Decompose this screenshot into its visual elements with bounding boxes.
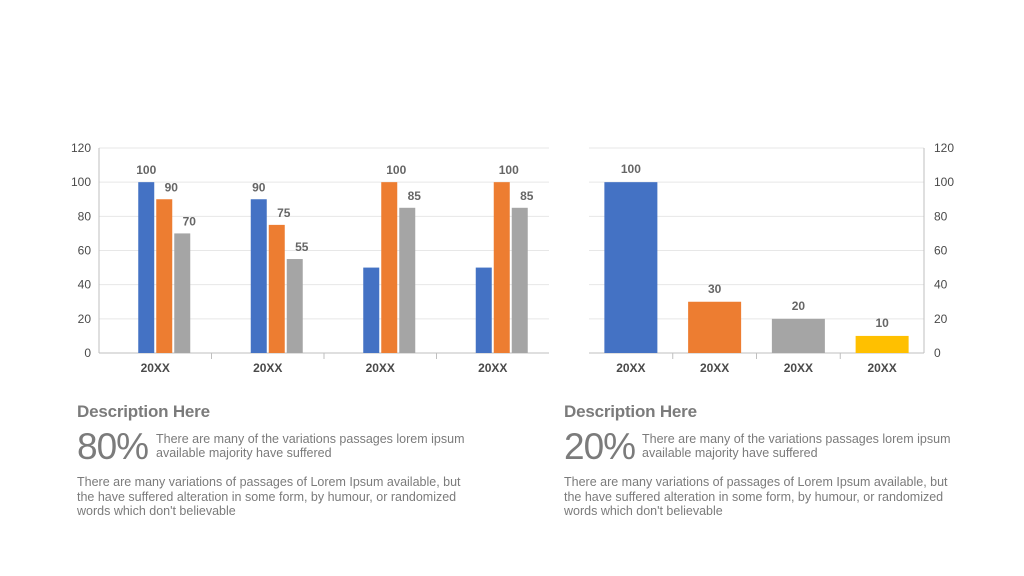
x-category-label: 20XX [784, 361, 813, 375]
bar [138, 182, 155, 353]
data-label: 100 [136, 163, 156, 177]
y-tick-label: 80 [934, 209, 948, 223]
y-tick-label: 60 [78, 244, 92, 258]
y-tick-label: 80 [78, 209, 92, 223]
bar [268, 224, 285, 353]
bar [604, 182, 658, 353]
y-tick-label: 60 [934, 244, 948, 258]
x-category-label: 20XX [141, 361, 170, 375]
bar [511, 207, 528, 353]
y-tick-label: 20 [934, 312, 948, 326]
right-percent-value: 20% [564, 426, 636, 467]
bar [174, 233, 191, 353]
x-category-label: 20XX [867, 361, 896, 375]
data-label: 90 [165, 180, 179, 194]
y-tick-label: 40 [78, 278, 92, 292]
bar [381, 182, 398, 353]
bar [156, 199, 173, 353]
y-tick-label: 40 [934, 278, 948, 292]
data-label: 85 [408, 189, 422, 203]
y-tick-label: 100 [934, 175, 954, 189]
data-label: 30 [708, 282, 722, 296]
right-percent-text: There are many of the variations passage… [642, 432, 951, 460]
data-label: 90 [252, 180, 266, 194]
data-label: 10 [875, 316, 889, 330]
bar [399, 207, 416, 353]
y-tick-label: 0 [84, 346, 91, 360]
bar [771, 318, 825, 353]
bar [250, 199, 267, 353]
bar [475, 267, 492, 353]
y-tick-label: 20 [78, 312, 92, 326]
x-category-label: 20XX [700, 361, 729, 375]
x-category-label: 20XX [366, 361, 395, 375]
data-label: 70 [183, 214, 197, 228]
data-label: 20 [792, 299, 806, 313]
data-label: 100 [386, 163, 406, 177]
y-tick-label: 100 [71, 175, 91, 189]
x-category-label: 20XX [253, 361, 282, 375]
bar [286, 259, 303, 353]
left-percent-text: There are many of the variations passage… [156, 432, 465, 460]
data-label: 100 [621, 162, 641, 176]
data-label: 75 [277, 206, 291, 220]
bar [855, 335, 909, 353]
y-tick-label: 120 [71, 141, 91, 155]
bar [493, 182, 510, 353]
y-tick-label: 120 [934, 141, 954, 155]
left-bar-chart: 0 20 40 60 80 100 120 20XX 20XX 20XX 20XX 100 90 70 90… [71, 141, 549, 375]
right-description-title: Description Here [564, 402, 697, 421]
data-label: 100 [499, 163, 519, 177]
right-body-text: There are many variations of passages of… [564, 475, 948, 518]
left-description-title: Description Here [77, 402, 210, 421]
data-label: 55 [295, 240, 309, 254]
right-bar-chart: 0 20 40 60 80 100 120 20XX 20XX 20XX 20XX 100 30 20 10 [589, 141, 954, 375]
x-category-label: 20XX [478, 361, 507, 375]
left-body-text: There are many variations of passages of… [77, 475, 461, 518]
y-tick-label: 0 [934, 346, 941, 360]
bar [688, 301, 742, 353]
x-category-label: 20XX [616, 361, 645, 375]
bar [363, 267, 380, 353]
data-label: 85 [520, 189, 534, 203]
left-percent-value: 80% [77, 426, 149, 467]
